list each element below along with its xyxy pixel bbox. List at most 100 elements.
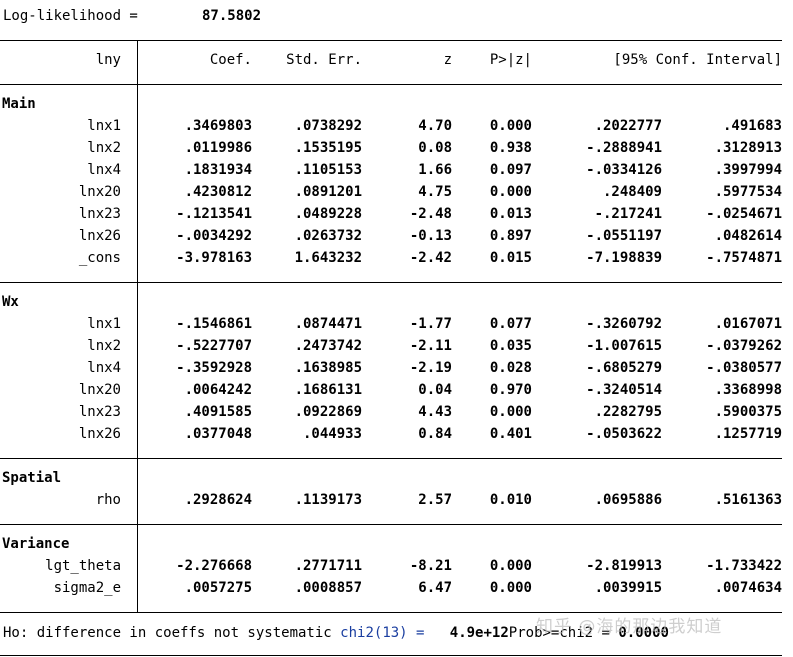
table-row: sigma2_e .0057275 .0008857 6.47 0.000 .003991… xyxy=(0,580,793,602)
table-row: lnx23 -.1213541 .0489228 -2.48 0.013 -.217241… xyxy=(0,206,793,228)
cell-lo: -.3260792 xyxy=(586,316,662,332)
cell-hi: .3368998 xyxy=(714,382,782,398)
table-row: lnx26 .0377048 .044933 0.84 0.401 -.0503622 .1… xyxy=(0,426,793,448)
cell-se: .2771711 xyxy=(294,558,362,574)
cell-lo: -1.007615 xyxy=(586,338,662,354)
cell-se: .1139173 xyxy=(294,492,362,508)
variable-name: lnx20 xyxy=(78,382,121,398)
cell-hi: -.7574871 xyxy=(706,250,782,266)
variable-name: lnx23 xyxy=(78,206,121,222)
equation-title: Wx xyxy=(0,294,793,316)
chi2-value: 4.9e+12 xyxy=(449,625,509,641)
cell-coef: -.1213541 xyxy=(176,206,252,222)
cell-se: .0738292 xyxy=(294,118,362,134)
cell-lo: -7.198839 xyxy=(586,250,662,266)
cell-z: -2.11 xyxy=(409,338,452,354)
variable-name: lnx4 xyxy=(87,360,121,376)
cell-coef: .0119986 xyxy=(184,140,252,156)
cell-z: 1.66 xyxy=(418,162,452,178)
cell-se: .044933 xyxy=(302,426,362,442)
cell-se: .0922869 xyxy=(294,404,362,420)
hausman-test-line: Ho: difference in coeffs not systematic … xyxy=(3,625,669,641)
table-row: lnx4 -.3592928 .1638985 -2.19 0.028 -.6805279… xyxy=(0,360,793,382)
cell-p: 0.000 xyxy=(489,404,532,420)
variable-name: lnx2 xyxy=(87,140,121,156)
cell-hi: .5977534 xyxy=(714,184,782,200)
cell-lo: -.2888941 xyxy=(586,140,662,156)
table-row: lnx1 .3469803 .0738292 4.70 0.000 .2022777 .49… xyxy=(0,118,793,140)
table-row: lnx20 .0064242 .1686131 0.04 0.970 -.3240514.… xyxy=(0,382,793,404)
cell-hi: .5161363 xyxy=(714,492,782,508)
cell-z: 6.47 xyxy=(418,580,452,596)
cell-z: 4.43 xyxy=(418,404,452,420)
column-separator xyxy=(137,40,138,612)
cell-p: 0.035 xyxy=(489,338,532,354)
cell-p: 0.938 xyxy=(489,140,532,156)
chi2-label: chi2(13) = xyxy=(340,625,425,641)
stderr-header: Std. Err. xyxy=(286,52,362,68)
hausman-text: Ho: difference in coeffs not systematic xyxy=(3,625,332,641)
cell-se: .0263732 xyxy=(294,228,362,244)
table-header-row: lny Coef. Std. Err. z P>|z| [95% Conf. I… xyxy=(0,52,793,74)
cell-coef: .4230812 xyxy=(184,184,252,200)
log-likelihood-line: Log-likelihood = 87.5802 xyxy=(3,8,261,24)
cell-hi: -.0379262 xyxy=(706,338,782,354)
cell-coef: .0064242 xyxy=(184,382,252,398)
cell-lo: .2282795 xyxy=(594,404,662,420)
table-row: lnx20 .4230812 .0891201 4.75 0.000 .248409 .59… xyxy=(0,184,793,206)
cell-p: 0.000 xyxy=(489,558,532,574)
equation-label: Main xyxy=(2,96,36,112)
cell-se: .0874471 xyxy=(294,316,362,332)
table-row: lnx2 .0119986 .1535195 0.08 0.938 -.2888941 .3… xyxy=(0,140,793,162)
cell-p: 0.897 xyxy=(489,228,532,244)
cell-hi: .3128913 xyxy=(714,140,782,156)
cell-p: 0.401 xyxy=(489,426,532,442)
table-row: _cons -3.978163 1.643232 -2.42 0.015 -7.19883… xyxy=(0,250,793,272)
cell-se: .1638985 xyxy=(294,360,362,376)
cell-p: 0.013 xyxy=(489,206,532,222)
variable-name: lnx20 xyxy=(78,184,121,200)
cell-hi: .0074634 xyxy=(714,580,782,596)
cell-lo: .2022777 xyxy=(594,118,662,134)
variable-name: lnx26 xyxy=(78,228,121,244)
table-row: rho .2928624 .1139173 2.57 0.010 .0695886 .516… xyxy=(0,492,793,514)
cell-z: 4.70 xyxy=(418,118,452,134)
variable-name: lnx1 xyxy=(87,316,121,332)
equation-label: Wx xyxy=(2,294,19,310)
log-likelihood-value: 87.5802 xyxy=(202,8,262,24)
cell-z: -2.48 xyxy=(409,206,452,222)
cell-lo: -2.819913 xyxy=(586,558,662,574)
cell-p: 0.077 xyxy=(489,316,532,332)
cell-lo: .248409 xyxy=(602,184,662,200)
conf-interval-header: [95% Conf. Interval] xyxy=(613,52,782,68)
cell-coef: -.0034292 xyxy=(176,228,252,244)
variable-name: lgt_theta xyxy=(45,558,121,574)
equation-label: Spatial xyxy=(2,470,62,486)
prob-label: Prob>=chi2 = xyxy=(508,625,610,641)
coef-header: Coef. xyxy=(209,52,252,68)
cell-se: .1686131 xyxy=(294,382,362,398)
equation-title: Spatial xyxy=(0,470,793,492)
cell-se: .0891201 xyxy=(294,184,362,200)
log-likelihood-label: Log-likelihood = xyxy=(3,8,138,24)
cell-p: 0.028 xyxy=(489,360,532,376)
cell-hi: -1.733422 xyxy=(706,558,782,574)
cell-lo: -.6805279 xyxy=(586,360,662,376)
pvalue-header: P>|z| xyxy=(489,52,532,68)
cell-hi: .5900375 xyxy=(714,404,782,420)
cell-p: 0.010 xyxy=(489,492,532,508)
cell-lo: -.3240514 xyxy=(586,382,662,398)
cell-hi: .0167071 xyxy=(714,316,782,332)
dep-var-header: lny xyxy=(95,52,121,68)
cell-se: 1.643232 xyxy=(294,250,362,266)
cell-p: 0.000 xyxy=(489,580,532,596)
cell-z: -8.21 xyxy=(409,558,452,574)
cell-se: .1105153 xyxy=(294,162,362,178)
cell-z: -2.42 xyxy=(409,250,452,266)
cell-coef: -.5227707 xyxy=(176,338,252,354)
footer-rule xyxy=(0,655,782,656)
cell-hi: -.0380577 xyxy=(706,360,782,376)
header-rule xyxy=(0,84,782,85)
cell-hi: .1257719 xyxy=(714,426,782,442)
cell-se: .2473742 xyxy=(294,338,362,354)
